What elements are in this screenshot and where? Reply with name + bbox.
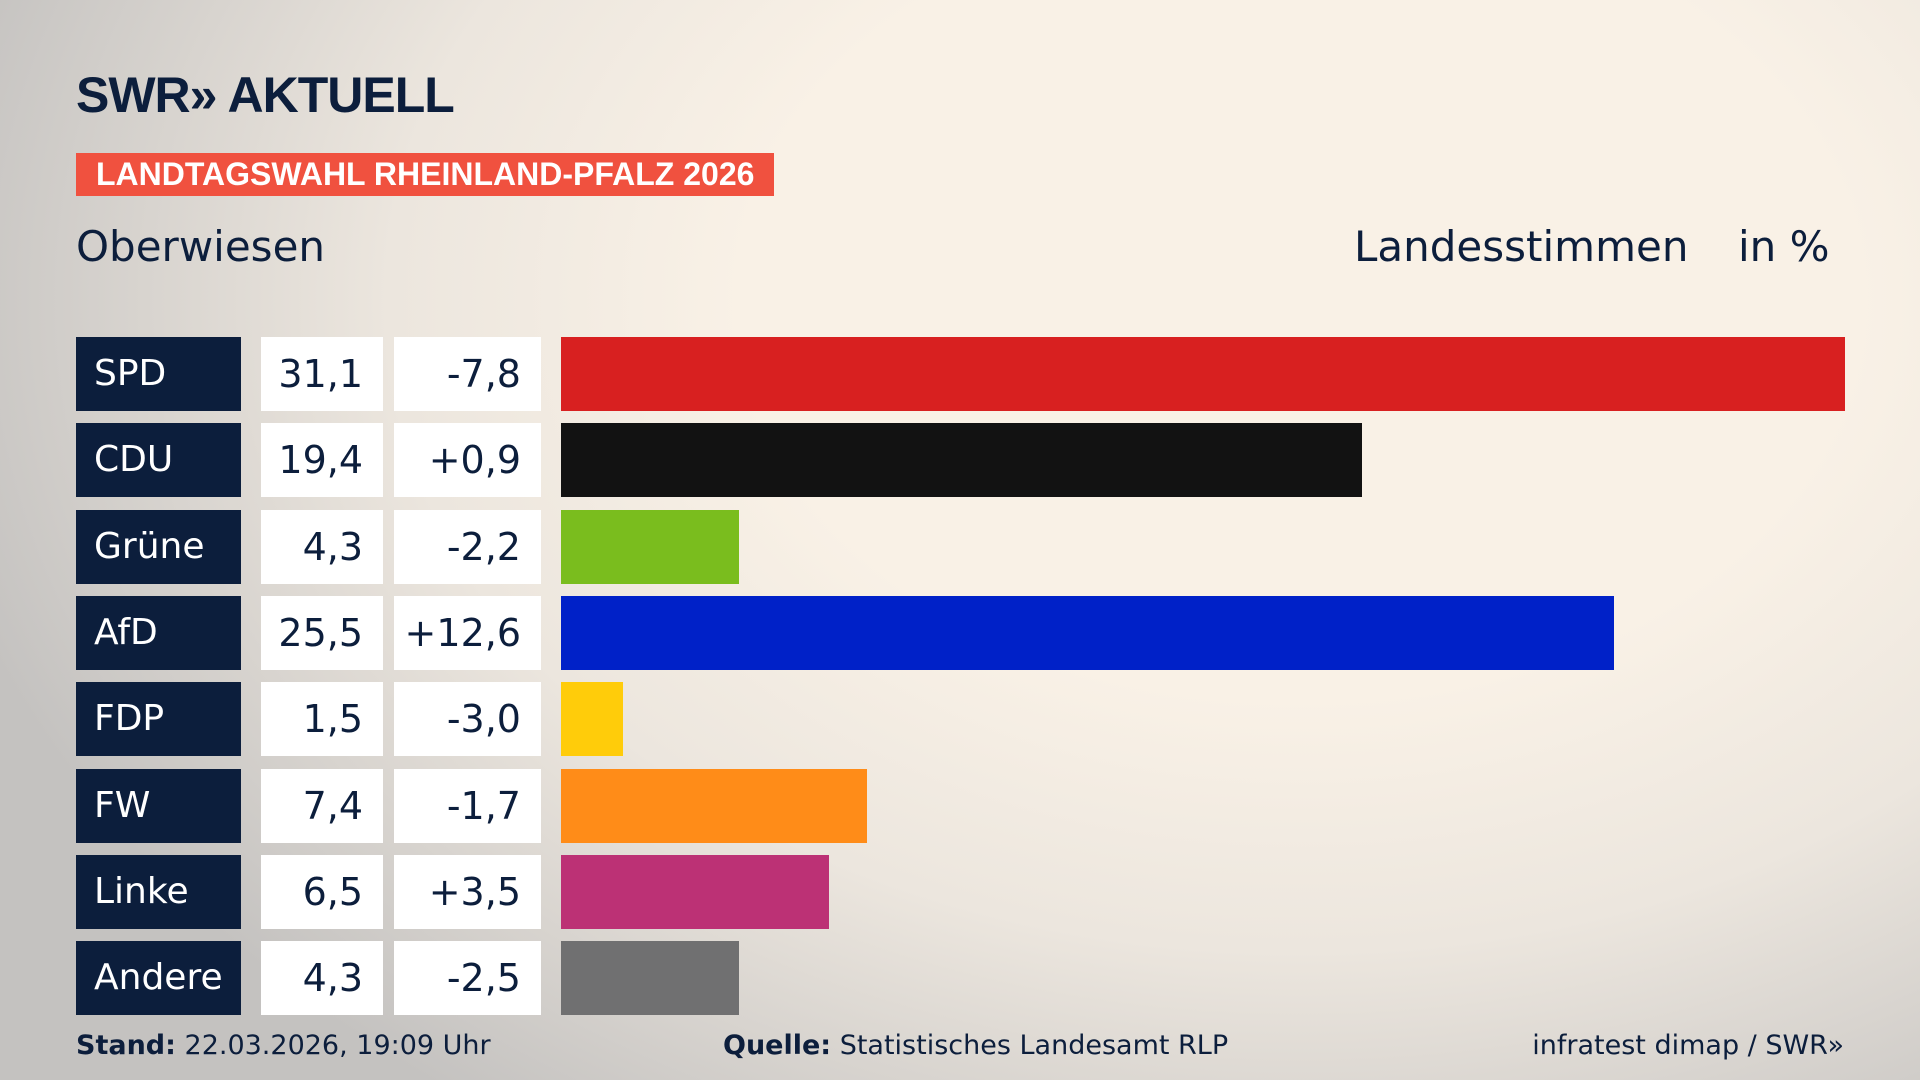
party-label: Grüne [76, 509, 241, 584]
bar-fw [561, 768, 867, 843]
bar-cdu [561, 423, 1362, 498]
bar-linke [561, 854, 830, 929]
diff-label: -2,5 [394, 941, 541, 1016]
diff-label: +0,9 [394, 423, 541, 498]
diff-label: -3,0 [394, 682, 541, 757]
party-label: Linke [76, 854, 241, 929]
diff-label: -2,2 [394, 509, 541, 584]
unit-label: in % [1738, 222, 1830, 271]
location-title: Oberwiesen [76, 222, 326, 271]
party-label: SPD [76, 337, 241, 411]
swr-aktuell-logo: SWR» AKTUELL [76, 67, 455, 123]
vote-type-label: Landesstimmen [1354, 222, 1689, 271]
timestamp: Stand: 22.03.2026, 19:09 Uhr [76, 1030, 491, 1061]
bar-afd [561, 595, 1614, 670]
value-label: 31,1 [261, 337, 383, 411]
value-label: 4,3 [261, 509, 383, 584]
diff-label: +3,5 [394, 854, 541, 929]
source: Quelle: Statistisches Landesamt RLP [723, 1030, 1228, 1061]
bar-andere [561, 941, 739, 1016]
bar-grüne [561, 509, 739, 584]
party-label: AfD [76, 595, 241, 670]
value-label: 4,3 [261, 941, 383, 1016]
source-value: Statistisches Landesamt RLP [839, 1030, 1229, 1061]
election-banner: LANDTAGSWAHL RHEINLAND-PFALZ 2026 [76, 153, 775, 196]
value-label: 6,5 [261, 854, 383, 929]
party-label: Andere [76, 941, 241, 1016]
stand-label: Stand: [76, 1030, 176, 1061]
value-label: 1,5 [261, 682, 383, 757]
value-label: 25,5 [261, 595, 383, 670]
party-label: CDU [76, 423, 241, 498]
diff-label: +12,6 [394, 595, 541, 670]
value-label: 19,4 [261, 423, 383, 498]
diff-label: -1,7 [394, 768, 541, 843]
bar-fdp [561, 682, 623, 757]
value-label: 7,4 [261, 768, 383, 843]
stand-value: 22.03.2026, 19:09 Uhr [184, 1030, 491, 1061]
party-label: FW [76, 768, 241, 843]
bar-spd [561, 337, 1845, 411]
diff-label: -7,8 [394, 337, 541, 411]
party-label: FDP [76, 682, 241, 757]
credit: infratest dimap / SWR» [1532, 1030, 1844, 1061]
source-label: Quelle: [723, 1030, 832, 1061]
